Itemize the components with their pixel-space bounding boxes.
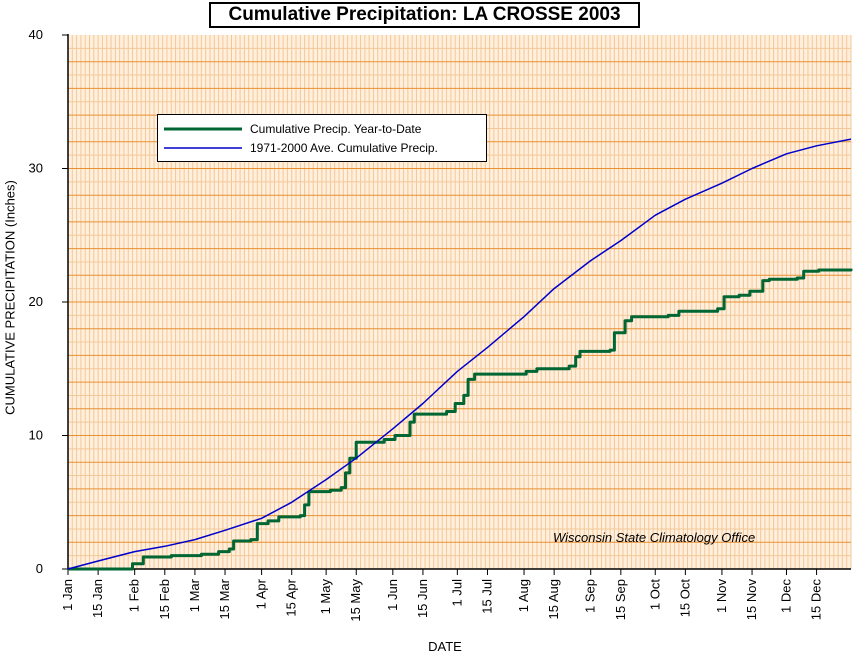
x-tick-label: 1 Apr	[254, 578, 269, 609]
chart-title: Cumulative Precipitation: LA CROSSE 2003	[209, 2, 640, 28]
x-tick-label: 1 Jan	[60, 579, 75, 611]
x-axis-label: DATE	[428, 639, 462, 654]
legend-label-normal: 1971-2000 Ave. Cumulative Precip.	[250, 141, 438, 155]
y-tick-label: 0	[36, 561, 43, 576]
x-tick-label: 15 Jun	[415, 579, 430, 618]
y-axis-ticks: 0 10 20 30 40	[29, 27, 68, 576]
series-lines	[67, 138, 853, 571]
x-tick-label: 15 Dec	[809, 579, 824, 621]
legend-entry-normal: 1971-2000 Ave. Cumulative Precip.	[164, 139, 438, 157]
x-tick-label: 15 May	[348, 579, 363, 622]
y-axis-label: CUMULATIVE PRECIPITATION (Inches)	[2, 180, 18, 415]
x-tick-label: 1 Dec	[778, 579, 793, 613]
x-tick-label: 1 Feb	[127, 579, 142, 612]
x-tick-label: 1 Aug	[516, 579, 531, 612]
legend-swatch-normal	[164, 147, 242, 149]
x-tick-label: 15 Oct	[677, 579, 692, 618]
credit-annotation: Wisconsin State Climatology Office	[553, 530, 756, 545]
x-tick-label: 1 Sep	[583, 579, 598, 613]
x-tick-label: 1 May	[318, 579, 333, 615]
x-tick-label: 15 Jul	[479, 579, 494, 614]
x-tick-label: 15 Feb	[157, 579, 172, 619]
normal-precip-line	[67, 138, 852, 570]
legend-label-ytd: Cumulative Precip. Year-to-Date	[250, 122, 422, 136]
x-tick-label: 1 Nov	[714, 579, 729, 613]
x-tick-label: 15 Jan	[90, 579, 105, 618]
y-tick-label: 10	[29, 428, 43, 443]
x-tick-label: 15 Mar	[217, 578, 232, 619]
legend-entry-ytd: Cumulative Precip. Year-to-Date	[164, 120, 421, 138]
x-tick-label: 15 Apr	[284, 578, 299, 616]
y-tick-label: 40	[29, 27, 43, 42]
y-tick-label: 30	[29, 161, 43, 176]
x-tick-label: 1 Jul	[449, 579, 464, 607]
x-axis-ticks: 1 Jan 15 Jan 1 Feb 15 Feb 1 Mar 15 Mar 1 Apr 15…	[60, 569, 824, 622]
x-tick-label: 1 Mar	[187, 578, 202, 612]
x-tick-label: 1 Oct	[647, 579, 662, 610]
horizontal-gridlines	[68, 47, 851, 557]
legend: Cumulative Precip. Year-to-Date 1971-200…	[157, 114, 487, 162]
x-tick-label: 1 Jun	[385, 579, 400, 611]
x-tick-label: 15 Nov	[744, 579, 759, 621]
x-tick-label: 15 Aug	[546, 579, 561, 620]
ytd-precip-line	[68, 268, 853, 571]
y-tick-label: 20	[29, 294, 43, 309]
legend-swatch-ytd	[164, 127, 242, 131]
x-tick-label: 15 Sep	[613, 579, 628, 620]
